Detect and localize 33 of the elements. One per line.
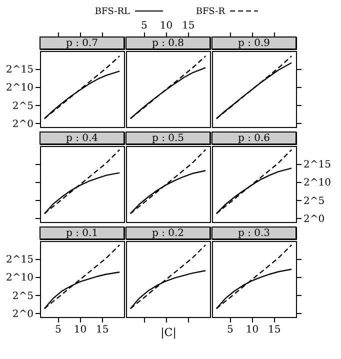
chart-title: p : 0.6	[238, 133, 270, 144]
x-tick-label: 15	[182, 20, 195, 32]
x-tick-label: 5	[226, 324, 234, 336]
chart-title: p : 0.9	[238, 38, 270, 49]
y-tick-label: 2^10	[304, 178, 331, 189]
y-tick-label: 2^10	[6, 82, 34, 94]
x-tick-label: 5	[54, 324, 62, 336]
y-tick-label: 2^5	[304, 196, 325, 207]
chart-title: p : 0.2	[152, 228, 184, 239]
x-tick-label: 15	[96, 324, 109, 336]
chart-title: p : 0.3	[238, 228, 270, 239]
y-tick-label: 2^0	[12, 308, 34, 320]
y-tick-label: 2^15	[6, 254, 34, 266]
x-tick-label: 15	[268, 324, 281, 336]
legend-label: BFS-RL	[94, 7, 130, 17]
y-tick-label: 2^10	[6, 272, 34, 284]
x-axis-title: |C|	[160, 326, 176, 339]
y-tick-label: 2^5	[12, 290, 34, 302]
x-tick-label: 10	[246, 324, 259, 336]
y-tick-label: 2^0	[304, 214, 325, 225]
chart-title: p : 0.5	[152, 133, 184, 144]
x-tick-label: 10	[74, 324, 87, 336]
x-tick-label: 10	[160, 20, 173, 32]
chart-title: p : 0.8	[152, 38, 184, 49]
y-tick-label: 2^0	[12, 118, 34, 130]
chart-title: p : 0.1	[66, 228, 98, 239]
y-tick-label: 2^15	[6, 64, 34, 76]
legend-label: BFS-R	[196, 7, 226, 17]
chart-title: p : 0.4	[66, 133, 98, 144]
chart-title: p : 0.7	[66, 38, 98, 49]
y-tick-label: 2^15	[304, 160, 331, 171]
x-tick-label: 5	[140, 20, 148, 32]
y-tick-label: 2^5	[12, 100, 34, 112]
